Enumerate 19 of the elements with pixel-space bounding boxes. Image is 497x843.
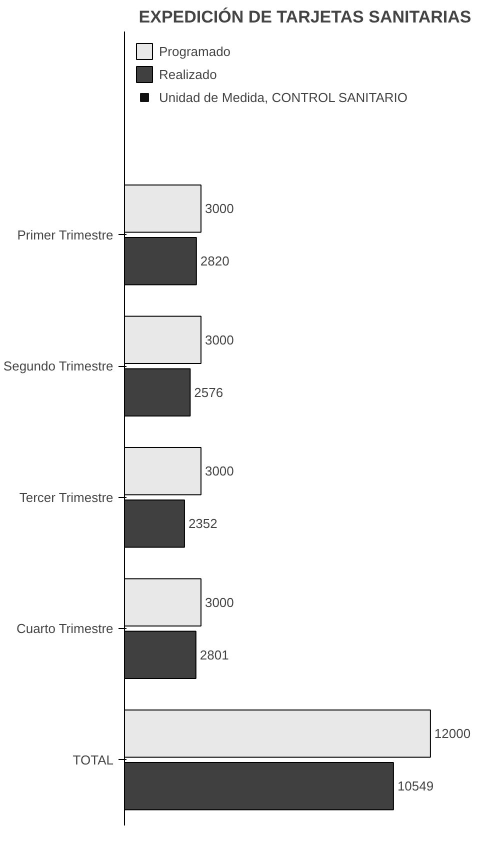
data-label: 3000 <box>204 332 234 348</box>
legend-label: Unidad de Medida, CONTROL SANITARIO <box>159 90 408 104</box>
data-label: 10549 <box>397 778 434 794</box>
legend-label: Programado <box>159 44 231 58</box>
data-label: 3000 <box>204 201 234 216</box>
data-label: 2352 <box>188 516 218 532</box>
y-tick-label: Primer Trimestre <box>17 227 114 242</box>
legend-label: Realizado <box>159 66 217 82</box>
y-tick-label: TOTAL <box>72 752 114 768</box>
data-label: 2801 <box>200 647 229 662</box>
y-tick-label: Cuarto Trimestre <box>16 621 114 636</box>
y-tick-label: Segundo Trimestre <box>3 358 114 374</box>
data-label: 12000 <box>434 726 471 742</box>
data-label: 3000 <box>204 594 234 610</box>
data-label: 2820 <box>200 254 230 269</box>
y-tick-label: Tercer Trimestre <box>19 490 114 505</box>
data-label: 3000 <box>204 464 234 479</box>
data-label: 2576 <box>194 384 224 400</box>
chart-title: EXPEDICIÓN DE TARJETAS SANITARIAS <box>138 6 472 26</box>
